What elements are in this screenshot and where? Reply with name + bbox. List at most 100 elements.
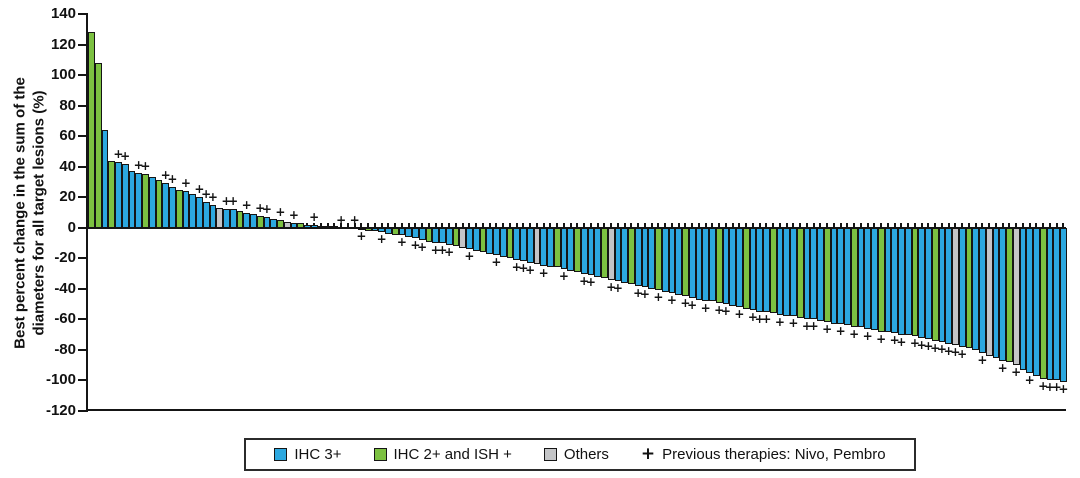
bar-patient-134	[985, 14, 993, 411]
bar-patient-59	[479, 14, 487, 411]
bar-patient-136: +	[997, 14, 1008, 411]
previous-therapy-marker: +	[221, 194, 232, 209]
bar-patient-31: +	[288, 14, 299, 411]
previous-therapy-marker: +	[714, 302, 725, 317]
y-axis-tick-label: 40	[59, 157, 76, 175]
bar	[202, 201, 210, 228]
previous-therapy-marker: +	[160, 168, 171, 183]
patient-axis-tick	[961, 222, 964, 227]
bar-patient-130: +	[957, 14, 967, 411]
bar-patient-91	[695, 14, 703, 411]
previous-therapy-marker: +	[275, 205, 286, 220]
bar	[614, 227, 622, 282]
bar-patient-43	[371, 14, 379, 411]
patient-axis-tick	[981, 222, 984, 227]
patient-axis-tick	[454, 222, 457, 227]
bar-patient-80	[621, 14, 628, 411]
bar	[695, 227, 703, 300]
patient-axis-tick	[623, 222, 626, 227]
previous-therapy-marker: +	[491, 255, 502, 270]
bar-patient-133: +	[977, 14, 987, 411]
legend-item-others: Others	[543, 446, 609, 463]
bar-patient-101: +	[761, 14, 771, 411]
legend-label-ihc2-ish: IHC 2+ and ISH +	[393, 446, 512, 463]
y-axis-tick-label: 140	[50, 5, 76, 22]
bar	[250, 214, 257, 228]
previous-therapy-marker: +	[734, 307, 745, 322]
bar-patient-3	[101, 14, 109, 411]
bar	[486, 227, 493, 254]
y-axis-spine	[86, 13, 88, 412]
bar-patient-140: +	[1024, 14, 1035, 411]
bar-patient-42	[364, 14, 372, 411]
bar	[142, 174, 149, 228]
bar-patient-17: +	[194, 14, 204, 411]
y-axis-tick	[78, 348, 87, 351]
bar-patient-65: +	[518, 14, 529, 411]
previous-therapy-marker: +	[113, 147, 124, 162]
previous-therapy-marker: +	[909, 336, 920, 351]
bar-patient-139	[1019, 14, 1027, 411]
bar-patient-94: +	[714, 14, 725, 411]
patient-axis-tick	[819, 222, 822, 227]
previous-therapy-marker: +	[774, 314, 785, 329]
bar-patient-45	[385, 14, 392, 411]
previous-therapy-marker: +	[1024, 372, 1035, 387]
bar-patient-58	[472, 14, 480, 411]
bar-patient-5: +	[113, 14, 124, 411]
bar	[688, 227, 696, 298]
bar-patient-98	[742, 14, 750, 411]
bar-patient-2	[94, 14, 102, 411]
legend: IHC 3+ IHC 2+ and ISH + Others + Previou…	[244, 438, 916, 471]
patient-axis-tick	[562, 222, 565, 227]
patient-axis-tick	[826, 222, 829, 227]
bar	[675, 227, 682, 295]
bar	[175, 189, 183, 228]
previous-therapy-marker: +	[916, 337, 927, 352]
bar-patient-40: +	[350, 14, 360, 411]
y-axis-tick-label: 60	[59, 127, 76, 145]
previous-therapy-marker: +	[997, 360, 1008, 375]
bar	[472, 227, 480, 251]
bar-patient-51	[425, 14, 433, 411]
legend-swatch-ihc2-ish	[373, 448, 387, 461]
patient-axis-tick	[643, 222, 646, 227]
bar-patient-61: +	[491, 14, 502, 411]
previous-therapy-marker: +	[936, 342, 947, 357]
bar	[871, 227, 878, 331]
bar-patient-62	[499, 14, 507, 411]
bar-patient-50: +	[417, 14, 427, 411]
bar	[628, 227, 635, 285]
bar	[621, 227, 628, 283]
y-axis-tick	[78, 135, 87, 138]
bar	[722, 227, 730, 305]
y-axis-tick	[78, 379, 87, 382]
bar	[749, 227, 757, 311]
patient-axis-tick	[751, 222, 754, 227]
patient-axis-tick	[785, 222, 788, 227]
bar-patient-144: +	[1052, 14, 1062, 411]
y-axis-tick	[78, 257, 87, 260]
patient-axis-tick	[610, 222, 613, 227]
previous-therapy-marker: +	[518, 261, 529, 276]
bar-patient-46	[391, 14, 399, 411]
previous-therapy-marker: +	[133, 157, 144, 172]
bar-patient-97: +	[734, 14, 745, 411]
bar-patient-78: +	[606, 14, 616, 411]
previous-therapy-marker: +	[511, 259, 522, 274]
bar	[668, 227, 676, 294]
bar	[783, 227, 790, 317]
bar	[223, 209, 230, 228]
patient-axis-tick	[994, 222, 997, 227]
patient-axis-tick	[421, 222, 424, 227]
patient-axis-tick	[1028, 222, 1031, 227]
bar	[567, 227, 574, 271]
bar-patient-1	[88, 14, 95, 411]
plus-marker-icon: +	[640, 444, 656, 464]
bar	[547, 227, 554, 268]
bar	[985, 227, 993, 357]
patient-axis-tick	[1008, 222, 1011, 227]
bar	[918, 227, 925, 338]
patient-axis-tick	[400, 222, 403, 227]
previous-therapy-marker: +	[288, 208, 299, 223]
